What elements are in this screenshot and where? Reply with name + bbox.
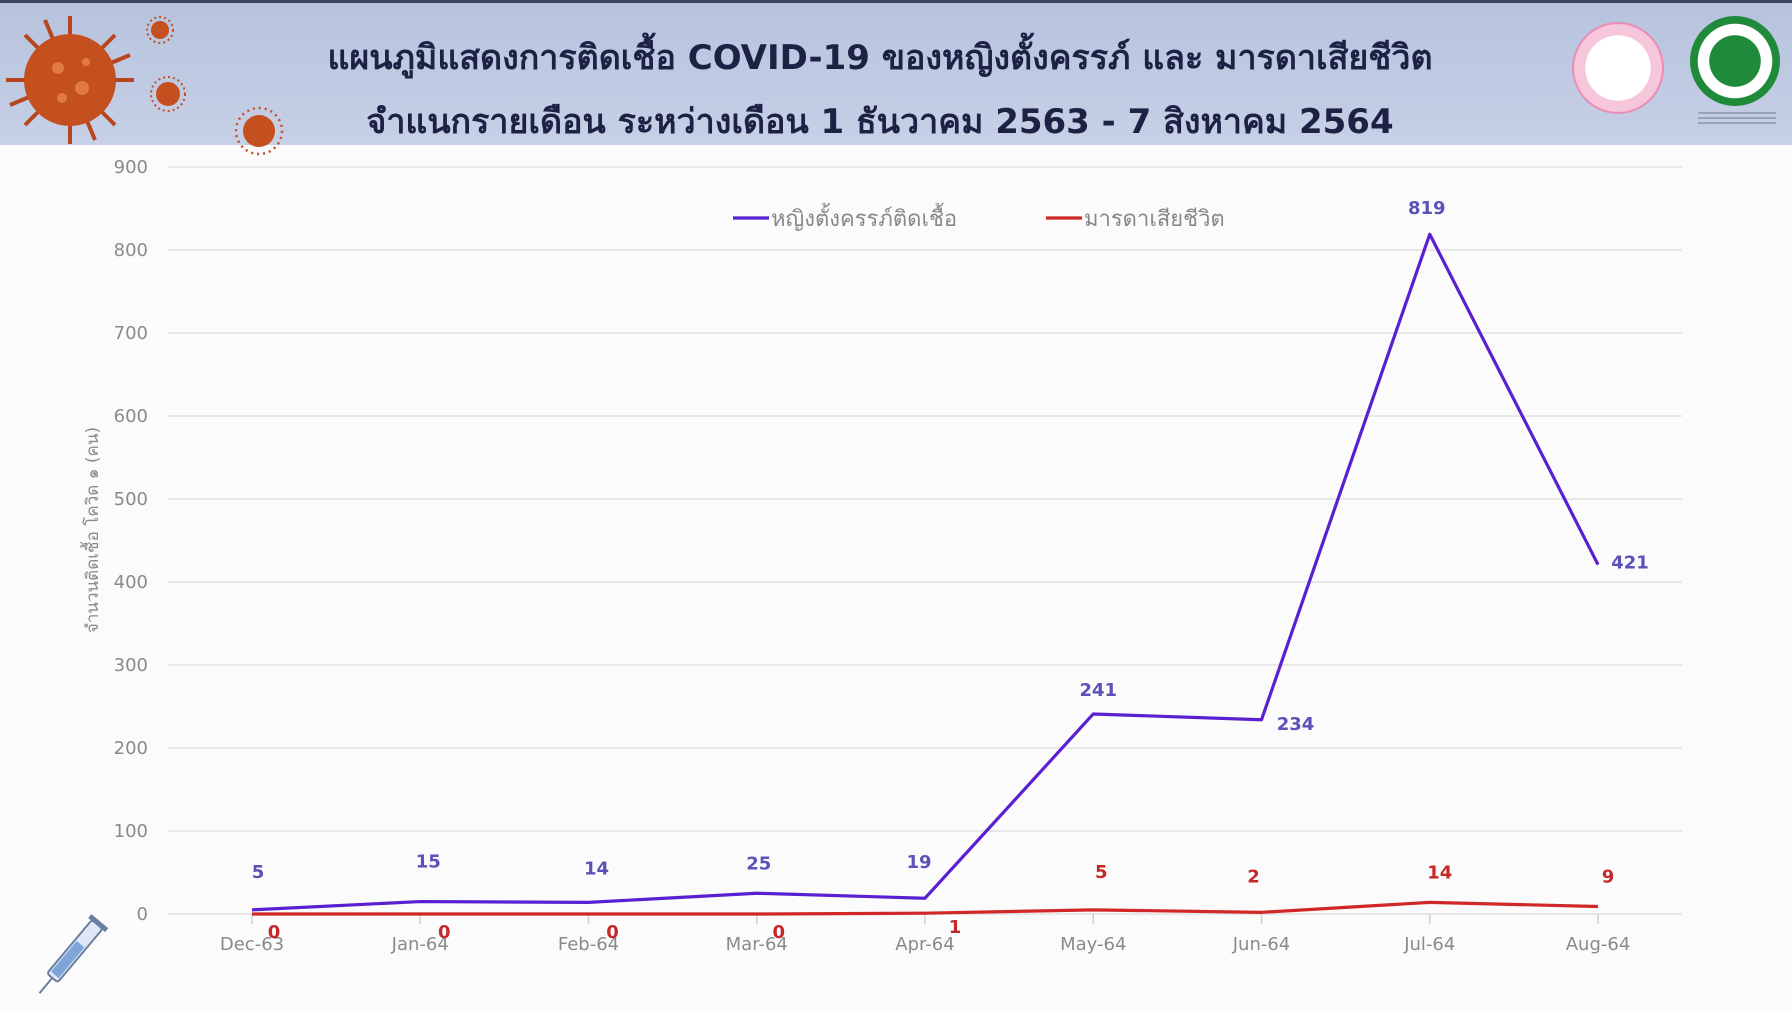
virus-icon xyxy=(146,16,174,44)
legend: หญิงตั้งครรภ์ติดเชื้อ มารดาเสียชีวิต xyxy=(733,203,1225,232)
series-line xyxy=(252,900,1599,916)
data-label: 0 xyxy=(772,922,785,943)
data-label: 241 xyxy=(1079,680,1117,701)
series-lines xyxy=(251,232,1600,916)
legend-label: หญิงตั้งครรภ์ติดเชื้อ xyxy=(771,203,957,232)
data-label: 5 xyxy=(252,862,265,883)
data-label: 421 xyxy=(1611,553,1649,574)
y-tick-label: 300 xyxy=(114,655,148,676)
x-tick-labels: Dec-63 Jan-64 Feb-64 Mar-64 Apr-64 May-64 Jun-… xyxy=(220,914,1630,955)
x-tick-label: Jan-64 xyxy=(391,934,449,955)
chart-subtitle: จำแนกรายเดือน ระหว่างเดือน 1 ธันวาคม 256… xyxy=(366,102,1394,142)
header-banner xyxy=(0,0,1792,145)
y-tick-label: 700 xyxy=(114,323,148,344)
y-tick-labels: 0 100 200 300 400 500 600 700 800 900 xyxy=(114,157,148,925)
chart-title: แผนภูมิแสดงการติดเชื้อ COVID-19 ของหญิงต… xyxy=(327,38,1433,78)
logo-ministry-caption xyxy=(1698,112,1776,126)
data-label: 25 xyxy=(746,853,771,874)
data-label: 15 xyxy=(416,852,441,873)
y-tick-label: 900 xyxy=(114,157,148,178)
data-label: 9 xyxy=(1602,867,1615,888)
x-tick-label: Apr-64 xyxy=(895,934,954,955)
data-label: 0 xyxy=(268,922,281,943)
y-tick-label: 800 xyxy=(114,240,148,261)
gridlines xyxy=(168,166,1682,915)
virus-icon xyxy=(234,106,284,156)
y-tick-label: 100 xyxy=(114,821,148,842)
logo-ministry-of-public-health xyxy=(1690,16,1780,106)
logo-mother-child xyxy=(1572,22,1664,114)
syringe-icon xyxy=(38,914,109,994)
data-label: 5 xyxy=(1095,862,1108,883)
y-axis-label: จำนวนติดเชื้อ โควิด ๑ (คน) xyxy=(80,427,103,633)
x-tick-label: Dec-63 xyxy=(220,934,284,955)
y-tick-label: 600 xyxy=(114,406,148,427)
data-label: 14 xyxy=(1427,862,1452,883)
data-label: 1 xyxy=(949,917,962,938)
virus-icon xyxy=(6,16,134,144)
x-tick-label: May-64 xyxy=(1060,934,1126,955)
x-tick-label: Aug-64 xyxy=(1566,934,1631,955)
series-line xyxy=(251,232,1600,912)
x-tick-label: Jun-64 xyxy=(1232,934,1291,955)
data-label: 0 xyxy=(606,922,619,943)
x-tick-label: Jul-64 xyxy=(1403,934,1455,955)
y-tick-label: 200 xyxy=(114,738,148,759)
data-label: 2 xyxy=(1247,866,1260,887)
x-tick-label: Feb-64 xyxy=(558,934,619,955)
data-label: 0 xyxy=(438,922,451,943)
legend-label: มารดาเสียชีวิต xyxy=(1084,207,1225,232)
virus-icon xyxy=(150,76,186,112)
y-tick-label: 400 xyxy=(114,572,148,593)
x-tick-label: Mar-64 xyxy=(726,934,788,955)
data-label: 19 xyxy=(906,852,931,873)
y-tick-label: 500 xyxy=(114,489,148,510)
data-label: 234 xyxy=(1277,714,1315,735)
y-tick-label: 0 xyxy=(137,904,148,925)
data-label: 14 xyxy=(584,858,609,879)
data-label: 819 xyxy=(1408,198,1446,219)
